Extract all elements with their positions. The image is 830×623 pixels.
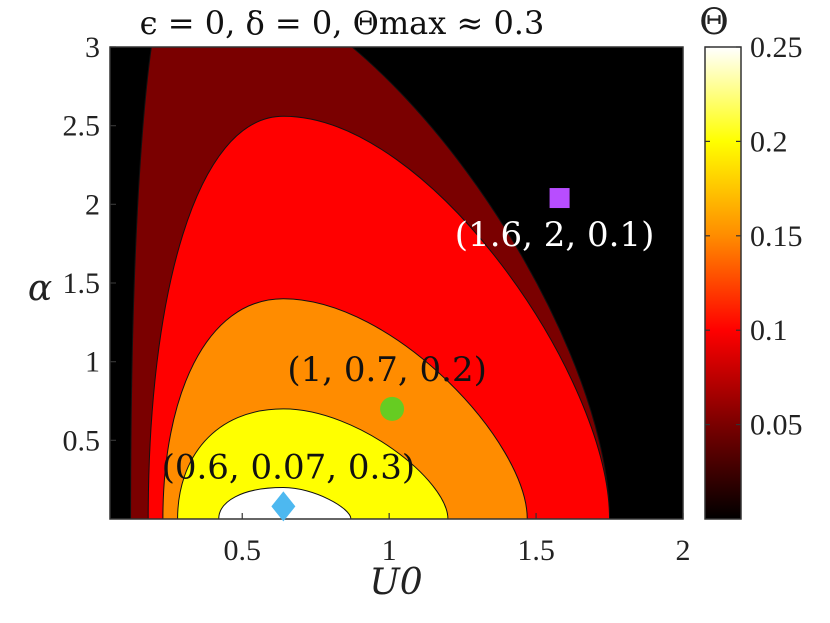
colorbar-tick-label: 0.15 — [750, 220, 803, 253]
y-tick-label: 2.5 — [63, 110, 101, 143]
marker-square — [549, 188, 570, 209]
colorbar: 0.05 0.1 0.15 0.2 0.25 — [704, 31, 803, 520]
x-tick-label: 2 — [676, 534, 691, 567]
plot-area — [110, 47, 683, 519]
point-label: (1, 0.7, 0.2) — [287, 350, 487, 390]
y-tick-label: 0.5 — [63, 424, 101, 457]
data-point-markers — [271, 188, 570, 522]
colorbar-ticks: 0.05 0.1 0.15 0.2 0.25 — [705, 31, 803, 442]
x-axis-ticks: 0.5 1 1.5 2 — [223, 513, 691, 567]
marker-circle — [380, 396, 405, 421]
contour-regions — [130, 47, 611, 519]
y-tick-label: 3 — [85, 31, 100, 64]
y-tick-label: 1 — [85, 346, 100, 379]
colorbar-tick-label: 0.25 — [750, 31, 803, 64]
point-label: (0.6, 0.07, 0.3) — [162, 447, 416, 487]
x-tick-label: 0.5 — [223, 534, 261, 567]
colorbar-fill — [704, 46, 742, 520]
data-point-labels: (1.6, 2, 0.1) (1, 0.7, 0.2) (0.6, 0.07, 0.… — [162, 215, 655, 487]
x-tick-label: 1.5 — [517, 534, 555, 567]
marker-diamond — [271, 491, 296, 522]
y-axis-ticks: 0.5 1 1.5 2 2.5 3 — [63, 31, 116, 457]
chart-title: ϵ = 0, δ = 0, Θmax ≈ 0.3 — [140, 4, 545, 42]
colorbar-tick-label: 0.05 — [750, 409, 803, 442]
point-label: (1.6, 2, 0.1) — [455, 215, 655, 255]
y-tick-label: 1.5 — [63, 267, 101, 300]
colorbar-label: Θ — [699, 2, 729, 43]
colorbar-tick-label: 0.1 — [750, 314, 788, 347]
colorbar-tick-label: 0.2 — [750, 125, 788, 158]
contour-region-4 — [177, 408, 449, 519]
x-axis-label: U0 — [369, 562, 422, 603]
y-axis-label: α — [28, 268, 52, 309]
x-tick-label: 1 — [382, 534, 397, 567]
y-tick-label: 2 — [85, 188, 100, 221]
